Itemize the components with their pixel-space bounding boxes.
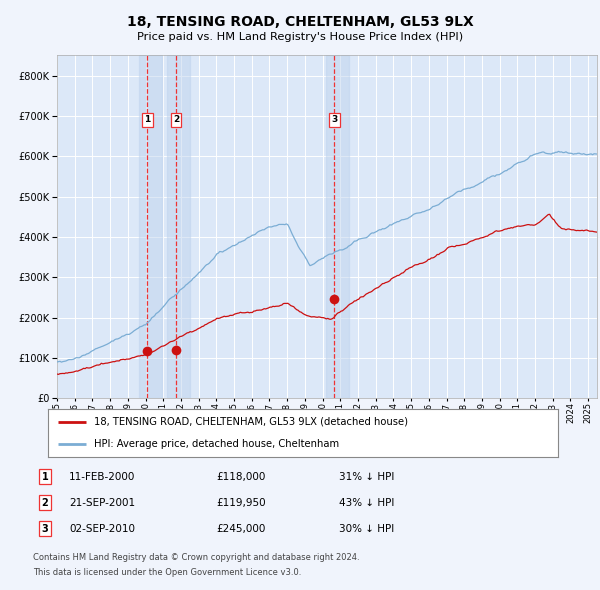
Bar — [326, 55, 349, 398]
Text: £245,000: £245,000 — [216, 524, 265, 533]
Text: HPI: Average price, detached house, Cheltenham: HPI: Average price, detached house, Chel… — [94, 439, 339, 449]
Text: 30% ↓ HPI: 30% ↓ HPI — [339, 524, 394, 533]
Text: 3: 3 — [41, 524, 49, 533]
Text: 1: 1 — [145, 116, 151, 124]
Text: £118,000: £118,000 — [216, 472, 265, 481]
Text: 1: 1 — [41, 472, 49, 481]
Text: This data is licensed under the Open Government Licence v3.0.: This data is licensed under the Open Gov… — [33, 568, 301, 577]
Text: 31% ↓ HPI: 31% ↓ HPI — [339, 472, 394, 481]
Text: 18, TENSING ROAD, CHELTENHAM, GL53 9LX (detached house): 18, TENSING ROAD, CHELTENHAM, GL53 9LX (… — [94, 417, 408, 427]
Text: 18, TENSING ROAD, CHELTENHAM, GL53 9LX: 18, TENSING ROAD, CHELTENHAM, GL53 9LX — [127, 15, 473, 29]
Text: 11-FEB-2000: 11-FEB-2000 — [69, 472, 136, 481]
Text: 2: 2 — [173, 116, 179, 124]
Bar — [139, 55, 161, 398]
Bar — [167, 55, 190, 398]
Text: 02-SEP-2010: 02-SEP-2010 — [69, 524, 135, 533]
Text: Price paid vs. HM Land Registry's House Price Index (HPI): Price paid vs. HM Land Registry's House … — [137, 32, 463, 42]
Text: £119,950: £119,950 — [216, 498, 266, 507]
Text: 2: 2 — [41, 498, 49, 507]
Text: Contains HM Land Registry data © Crown copyright and database right 2024.: Contains HM Land Registry data © Crown c… — [33, 553, 359, 562]
Text: 21-SEP-2001: 21-SEP-2001 — [69, 498, 135, 507]
Text: 43% ↓ HPI: 43% ↓ HPI — [339, 498, 394, 507]
Text: 3: 3 — [331, 116, 338, 124]
